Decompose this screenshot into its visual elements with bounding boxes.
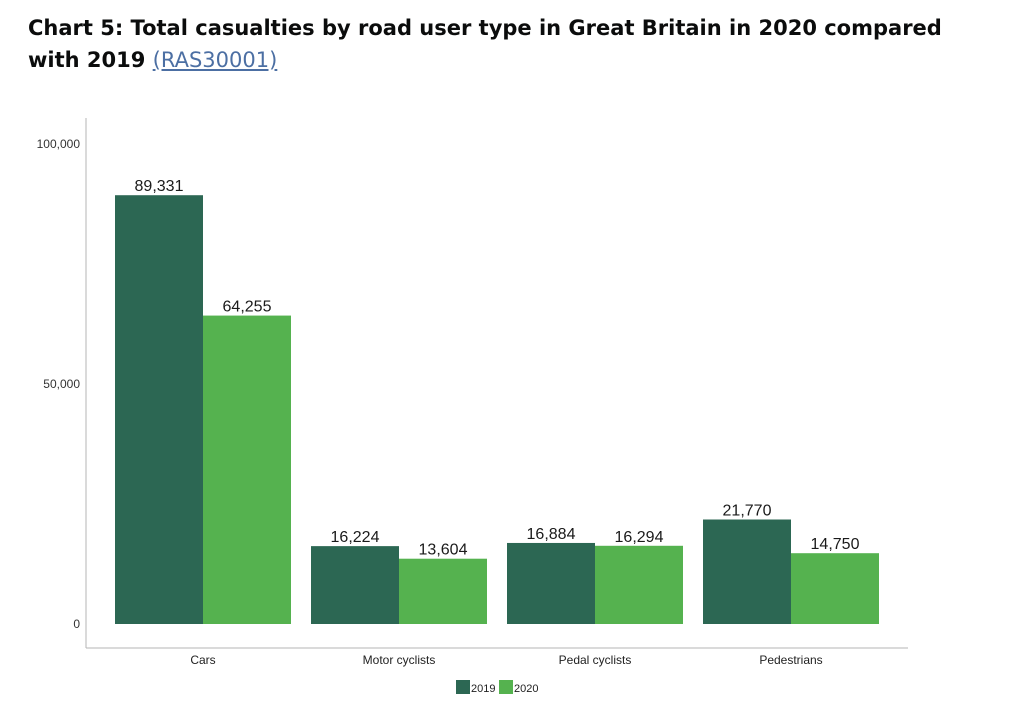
data-label: 13,604 bbox=[419, 542, 468, 559]
data-label: 21,770 bbox=[723, 503, 772, 520]
y-tick-label: 50,000 bbox=[43, 377, 80, 391]
title-text: Chart 5: Total casualties by road user t… bbox=[28, 16, 942, 72]
y-tick-label: 100,000 bbox=[37, 137, 81, 151]
bar-2019-pedestrians bbox=[703, 519, 791, 624]
legend: 2019 2020 bbox=[456, 680, 538, 695]
data-label: 16,224 bbox=[331, 529, 380, 546]
y-tick-label: 0 bbox=[73, 617, 80, 631]
data-label: 64,255 bbox=[223, 299, 272, 316]
x-tick-label: Motor cyclists bbox=[363, 653, 436, 667]
data-labels-group: 89,331 16,224 16,884 21,770 64,255 13,604 16,2… bbox=[135, 178, 860, 558]
x-tick-label: Pedal cyclists bbox=[559, 653, 632, 667]
page-title: Chart 5: Total casualties by road user t… bbox=[28, 12, 948, 76]
legend-swatch-2019 bbox=[456, 680, 470, 694]
legend-label-2019: 2019 bbox=[471, 683, 495, 695]
legend-label-2020: 2020 bbox=[514, 683, 538, 695]
x-tick-label: Pedestrians bbox=[759, 653, 822, 667]
bar-2020-cars bbox=[203, 315, 291, 624]
y-axis-ticks: 0 50,000 100,000 bbox=[37, 137, 81, 631]
data-label: 89,331 bbox=[135, 178, 184, 195]
bar-2019-motor-cyclists bbox=[311, 546, 399, 624]
data-label: 16,884 bbox=[527, 526, 576, 543]
legend-swatch-2020 bbox=[499, 680, 513, 694]
bar-2020-motor-cyclists bbox=[399, 558, 487, 624]
bar-2020-pedal-cyclists bbox=[595, 545, 683, 624]
bars-group bbox=[115, 195, 879, 625]
x-axis-ticks: Cars Motor cyclists Pedal cyclists Pedestri… bbox=[190, 653, 822, 667]
data-label: 16,294 bbox=[615, 529, 664, 546]
ras30001-link[interactable]: (RAS30001) bbox=[152, 48, 278, 72]
data-label: 14,750 bbox=[811, 536, 860, 553]
x-tick-label: Cars bbox=[190, 653, 215, 667]
bar-2019-pedal-cyclists bbox=[507, 542, 595, 624]
bar-2020-pedestrians bbox=[791, 553, 879, 624]
bar-2019-cars bbox=[115, 195, 203, 625]
